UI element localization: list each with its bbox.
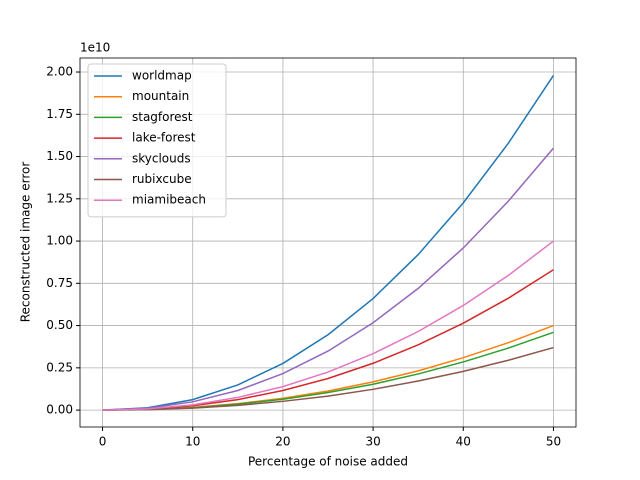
y-tick-label: 1.75 bbox=[46, 107, 73, 121]
legend: worldmap mountain stagforest lake-forest sky… bbox=[87, 63, 227, 218]
x-tick-label: 0 bbox=[99, 435, 107, 449]
y-tick-label: 1.50 bbox=[46, 149, 73, 163]
y-tick-label: 0.00 bbox=[46, 403, 73, 417]
legend-label: lake-forest bbox=[132, 131, 196, 145]
legend-label: stagforest bbox=[132, 110, 193, 124]
y-tick-label: 1.25 bbox=[46, 191, 73, 205]
legend-label: mountain bbox=[132, 89, 189, 103]
series-line bbox=[102, 74, 555, 411]
legend-label: skyclouds bbox=[132, 151, 191, 165]
legend-label: miamibeach bbox=[132, 193, 206, 207]
y-offset-label: 1e10 bbox=[80, 41, 110, 55]
y-tick-label: 0.50 bbox=[46, 318, 73, 332]
y-tick-label: 2.00 bbox=[46, 65, 73, 79]
series-line bbox=[102, 240, 554, 411]
y-tick-label: 1.00 bbox=[46, 234, 73, 248]
y-axis-label: Reconstructed image error bbox=[19, 162, 33, 323]
legend-label: worldmap bbox=[132, 69, 192, 83]
x-tick-label: 40 bbox=[456, 435, 471, 449]
x-tick-label: 30 bbox=[365, 435, 380, 449]
legend-label: rubixcube bbox=[132, 172, 192, 186]
x-axis-label: Percentage of noise added bbox=[248, 455, 408, 469]
x-tick-label: 50 bbox=[546, 435, 561, 449]
y-tick-label: 0.25 bbox=[46, 360, 73, 374]
x-tick-label: 10 bbox=[185, 435, 200, 449]
legend-box bbox=[87, 63, 227, 218]
y-tick-label: 0.75 bbox=[46, 276, 73, 290]
series-line bbox=[102, 346, 554, 411]
x-tick-label: 20 bbox=[275, 435, 290, 449]
plot-frame bbox=[79, 57, 577, 428]
series-line bbox=[102, 147, 555, 411]
